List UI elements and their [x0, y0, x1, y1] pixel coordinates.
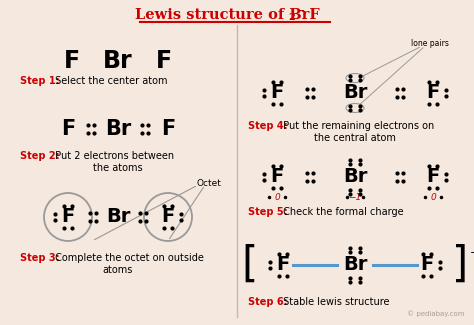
Text: F: F	[161, 207, 174, 227]
Text: Select the center atom: Select the center atom	[52, 76, 167, 86]
Text: Step 1:: Step 1:	[20, 76, 60, 86]
Text: 0: 0	[274, 192, 280, 202]
Text: F: F	[276, 255, 290, 275]
Text: F: F	[161, 119, 175, 139]
Text: [: [	[242, 244, 258, 286]
Text: © pediabay.com: © pediabay.com	[408, 310, 465, 317]
Text: Br: Br	[103, 49, 133, 73]
Text: lone pairs: lone pairs	[411, 38, 449, 47]
Text: Complete the octet on outside: Complete the octet on outside	[52, 253, 204, 263]
Text: Step 3:: Step 3:	[20, 253, 60, 263]
Text: F: F	[270, 84, 283, 102]
Text: Step 6:: Step 6:	[248, 297, 288, 307]
Text: Stable lewis structure: Stable lewis structure	[280, 297, 390, 307]
Text: ]: ]	[452, 244, 468, 286]
Text: F: F	[156, 49, 172, 73]
Text: F: F	[61, 207, 74, 227]
Text: Check the formal charge: Check the formal charge	[280, 207, 404, 217]
Text: F: F	[420, 255, 434, 275]
Text: Step 4:: Step 4:	[248, 121, 288, 131]
Text: Step 5:: Step 5:	[248, 207, 288, 217]
Text: 0: 0	[430, 192, 436, 202]
Text: F: F	[64, 49, 80, 73]
Text: F: F	[270, 167, 283, 187]
Text: the central atom: the central atom	[314, 133, 396, 143]
Text: F: F	[427, 167, 439, 187]
Text: Br: Br	[343, 255, 367, 275]
Text: Step 2:: Step 2:	[20, 151, 60, 161]
Text: Br: Br	[343, 167, 367, 187]
Text: Put the remaining electrons on: Put the remaining electrons on	[280, 121, 434, 131]
Text: Lewis structure of BrF: Lewis structure of BrF	[135, 8, 319, 22]
Text: Br: Br	[106, 207, 130, 227]
Text: −: −	[297, 6, 305, 16]
Text: −: −	[470, 248, 474, 258]
Text: Br: Br	[105, 119, 131, 139]
Text: atoms: atoms	[103, 265, 133, 275]
Text: the atoms: the atoms	[93, 163, 143, 173]
Text: F: F	[61, 119, 75, 139]
Text: −1: −1	[348, 192, 362, 202]
Text: Put 2 electrons between: Put 2 electrons between	[52, 151, 174, 161]
Text: F: F	[427, 84, 439, 102]
Text: 2: 2	[289, 14, 295, 22]
Text: Octet: Octet	[197, 178, 222, 188]
Text: Br: Br	[343, 84, 367, 102]
